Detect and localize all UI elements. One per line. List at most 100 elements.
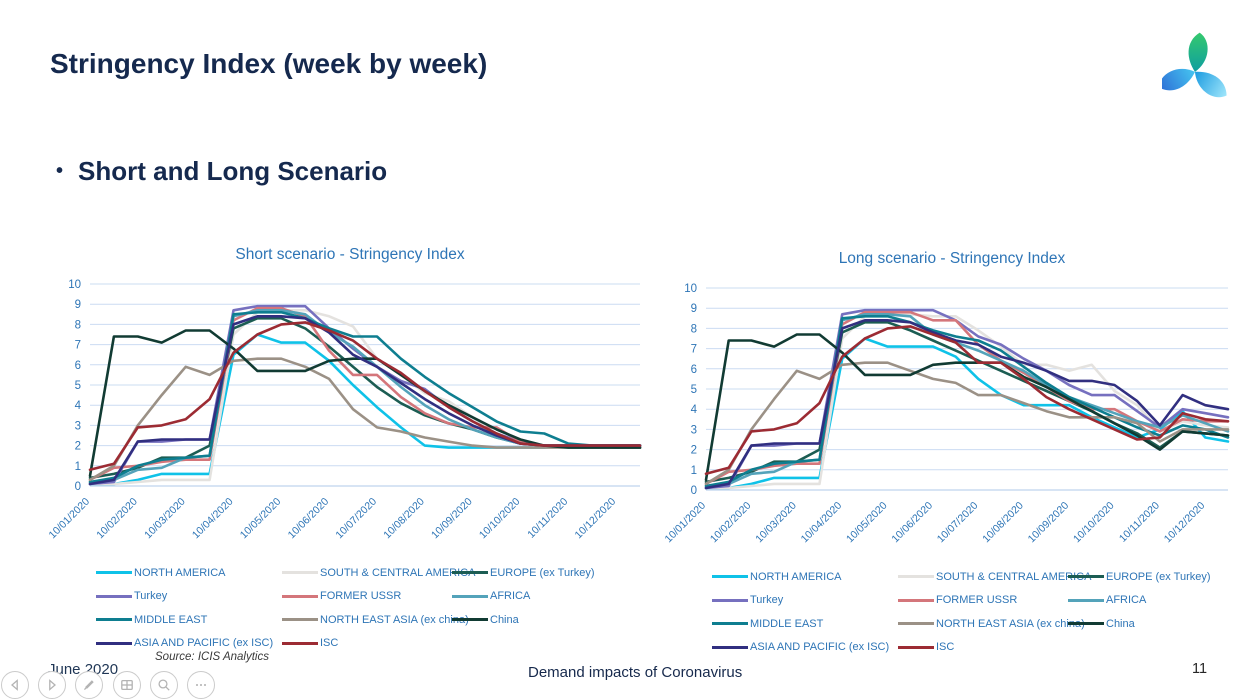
legend-label: EUROPE (ex Turkey) — [1106, 570, 1211, 583]
legend-label: SOUTH & CENTRAL AMERICA — [936, 570, 1092, 583]
legend-label: NORTH EAST ASIA (ex china) — [320, 613, 469, 626]
bullet-marker: • — [56, 160, 64, 182]
legend-label: ASIA AND PACIFIC (ex ISC) — [750, 641, 890, 654]
x-tick-label: 10/01/2020 — [46, 496, 92, 542]
legend-swatch — [282, 571, 318, 575]
series-line-china — [704, 333, 1230, 482]
legend-swatch — [452, 618, 488, 622]
chart-title: Short scenario - Stringency Index — [235, 246, 465, 263]
legend-item-africa: AFRICA — [1068, 594, 1222, 606]
legend-swatch — [898, 575, 934, 579]
legend-label: ISC — [936, 641, 955, 654]
footer-source: Source: ICIS Analytics — [155, 651, 269, 663]
see-all-slides-button[interactable] — [112, 671, 141, 699]
legend-item-south-central-america: SOUTH & CENTRAL AMERICA — [282, 567, 475, 579]
y-tick-label: 1 — [75, 461, 81, 473]
legend-label: ASIA AND PACIFIC (ex ISC) — [134, 637, 274, 650]
more-options-button[interactable] — [187, 671, 215, 699]
series-line-asia-and-pacific-ex-isc — [704, 318, 1230, 490]
x-tick-label: 10/06/2020 — [889, 500, 935, 546]
legend-swatch — [282, 641, 318, 645]
short-scenario-plot: 0 1 2 3 4 5 6 7 8 9 10 10/01/2020 10/02/2020 10/03/20… — [46, 279, 642, 542]
next-arrow-icon — [49, 679, 57, 691]
legend-item-isc: ISC — [898, 641, 1068, 653]
legend-item-turkey: Turkey — [712, 594, 898, 606]
legend-label: Turkey — [750, 594, 784, 607]
x-tick-label: 10/01/2020 — [662, 500, 708, 546]
legend-swatch — [712, 575, 748, 579]
x-tick-label: 10/09/2020 — [1026, 500, 1072, 546]
legend-swatch — [96, 571, 132, 575]
bullet-text: Short and Long Scenario — [78, 156, 388, 186]
legend-item-turkey: Turkey — [96, 590, 282, 602]
series-line-isc — [704, 325, 1230, 476]
x-tick-label: 10/02/2020 — [94, 496, 140, 542]
legend-item-middle-east: MIDDLE EAST — [712, 618, 898, 630]
series-line-north-east-asia-ex-china — [704, 361, 1230, 486]
zoom-button[interactable] — [149, 671, 178, 699]
x-tick-label: 10/08/2020 — [381, 496, 427, 542]
legend-label: China — [490, 613, 519, 626]
legend-label: FORMER USSR — [320, 590, 402, 603]
series-line-north-east-asia-ex-china — [88, 357, 642, 482]
legend-item-former-ussr: FORMER USSR — [282, 590, 452, 602]
legend-label: NORTH EAST ASIA (ex china) — [936, 617, 1085, 630]
x-tick-label: 10/04/2020 — [190, 496, 236, 542]
legend-label: NORTH AMERICA — [134, 566, 226, 579]
legend-label: ISC — [320, 637, 339, 650]
x-tick-label: 10/05/2020 — [844, 500, 890, 546]
series-line-middle-east — [704, 314, 1230, 488]
x-tick-label: 10/12/2020 — [1162, 500, 1208, 546]
legend-swatch — [96, 594, 132, 598]
legend-item-isc: ISC — [282, 637, 452, 649]
previous-arrow-icon — [11, 679, 18, 691]
legend-swatch — [96, 618, 132, 622]
x-tick-label: 10/03/2020 — [142, 496, 188, 542]
legend-swatch — [898, 622, 934, 626]
x-tick-label: 10/07/2020 — [935, 500, 981, 546]
pen-icon — [84, 680, 95, 691]
pen-button[interactable] — [75, 671, 104, 699]
chart-legend: NORTH AMERICA SOUTH & CENTRAL AMERICA EURO… — [712, 565, 1242, 659]
x-tick-label: 10/12/2020 — [573, 496, 619, 542]
y-tick-label: 5 — [691, 384, 697, 396]
y-tick-label: 5 — [75, 380, 81, 392]
y-tick-label: 3 — [75, 420, 81, 432]
legend-item-north-east-asia-ex-china: NORTH EAST ASIA (ex china) — [898, 618, 1085, 630]
legend-label: MIDDLE EAST — [134, 613, 208, 626]
legend-item-china: China — [452, 614, 606, 626]
y-tick-label: 10 — [68, 279, 81, 291]
legend-swatch — [282, 618, 318, 622]
y-tick-label: 8 — [691, 323, 697, 335]
series-line-china — [88, 329, 642, 478]
next-slide-button[interactable] — [38, 671, 67, 699]
y-tick-label: 2 — [75, 441, 81, 453]
legend-label: AFRICA — [490, 590, 531, 603]
series-line-former-ussr — [88, 306, 642, 482]
legend-item-north-east-asia-ex-china: NORTH EAST ASIA (ex china) — [282, 614, 469, 626]
legend-swatch — [712, 645, 748, 649]
legend-item-former-ussr: FORMER USSR — [898, 594, 1068, 606]
legend-swatch — [452, 594, 488, 598]
series-line-south-central-america — [704, 312, 1230, 490]
chart-legend: NORTH AMERICA SOUTH & CENTRAL AMERICA EURO… — [96, 561, 654, 655]
chart-title: Long scenario - Stringency Index — [838, 250, 1066, 267]
legend-swatch — [96, 641, 132, 645]
legend-label: EUROPE (ex Turkey) — [490, 566, 595, 579]
legend-label: SOUTH & CENTRAL AMERICA — [320, 566, 476, 579]
bullet-line: • Short and Long Scenario — [56, 156, 387, 187]
long-scenario-chart: Long scenario - Stringency Index 0 1 2 3 4 5 6… — [662, 250, 1242, 659]
x-tick-label: 10/10/2020 — [477, 496, 523, 542]
legend-swatch — [712, 622, 748, 626]
legend-swatch — [898, 645, 934, 649]
long-scenario-plot: 0 1 2 3 4 5 6 7 8 9 10 10/01/2020 10/02/2020 10/03/20… — [662, 283, 1230, 546]
y-tick-label: 8 — [75, 319, 81, 331]
ellipsis-icon — [195, 683, 207, 687]
legend-item-europe-ex-turkey: EUROPE (ex Turkey) — [452, 567, 606, 579]
legend-item-middle-east: MIDDLE EAST — [96, 614, 282, 626]
previous-slide-button[interactable] — [1, 671, 29, 699]
legend-swatch — [898, 598, 934, 602]
y-tick-label: 3 — [691, 424, 697, 436]
y-tick-label: 0 — [75, 481, 81, 493]
